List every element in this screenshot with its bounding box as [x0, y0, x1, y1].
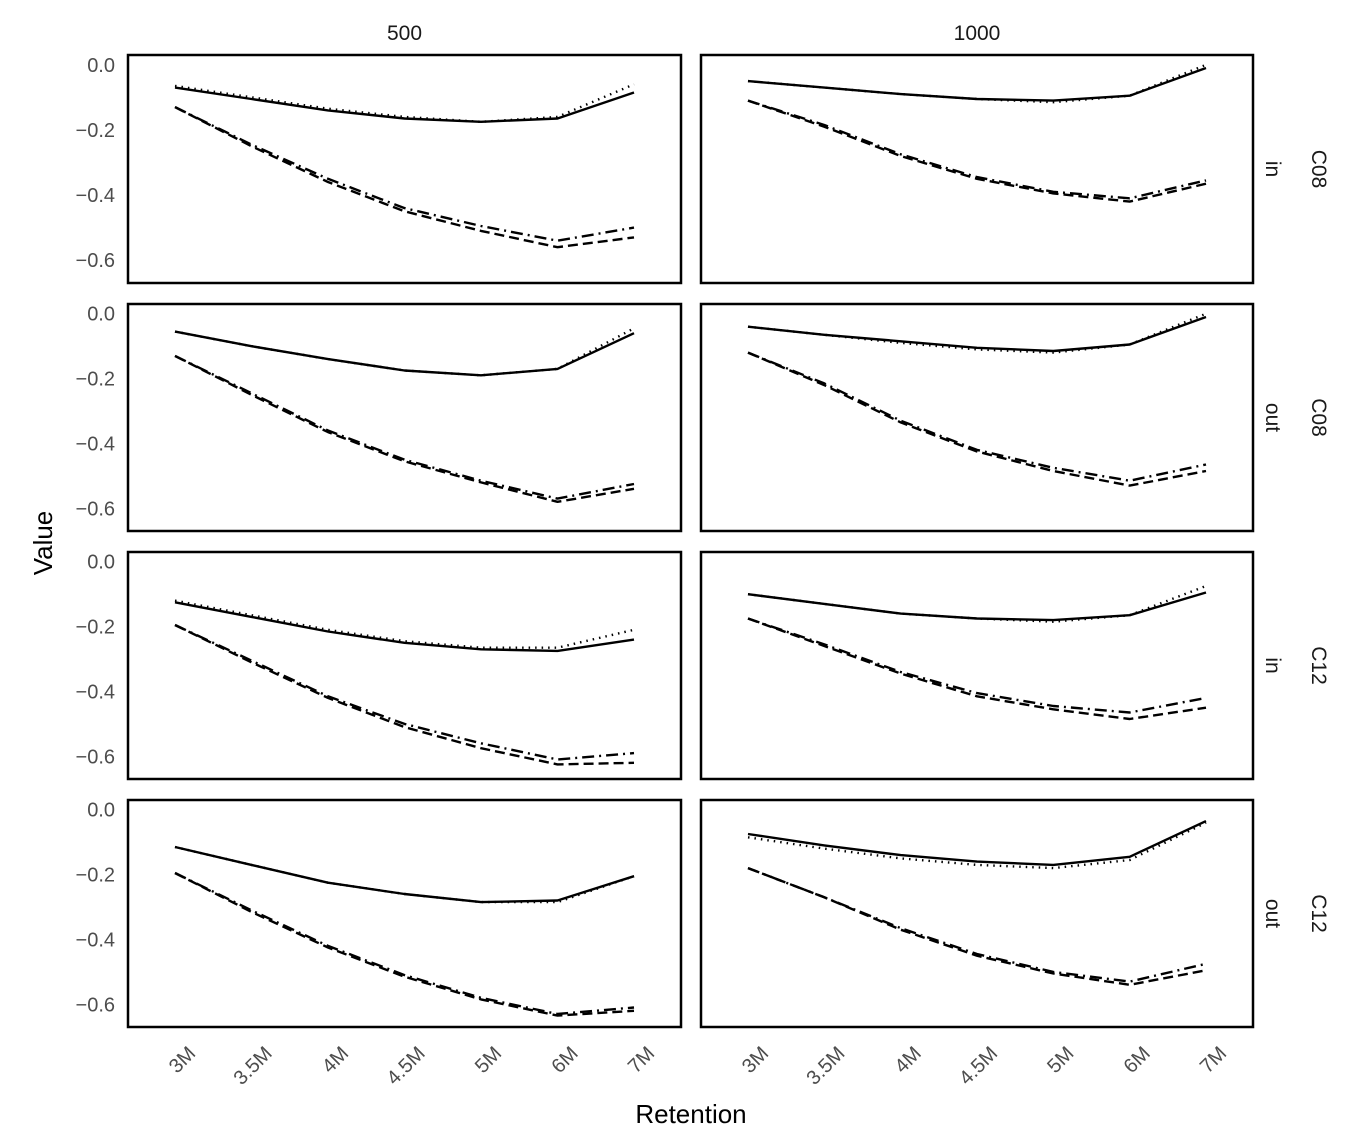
y-tick-label: 0.0 — [87, 55, 115, 77]
y-tick-label: −0.6 — [76, 250, 115, 272]
panel-frame — [699, 53, 1255, 285]
panel-frame — [126, 53, 683, 285]
series-line-solid — [747, 820, 1207, 867]
y-tick-label: −0.6 — [76, 498, 115, 520]
y-tick-label: −0.2 — [76, 617, 115, 639]
x-axis-title: Retention — [635, 1099, 746, 1129]
series-line-dashdot — [747, 351, 1207, 482]
row-strip-type: C08 — [1307, 398, 1330, 437]
series-line-dashdot — [747, 99, 1207, 200]
y-tick-label: −0.4 — [76, 185, 115, 207]
y-tick-label: −0.2 — [76, 865, 115, 887]
y-tick-label: 0.0 — [87, 800, 115, 822]
series-line-dashdot — [174, 871, 635, 1016]
strip-labels: 500 1000 in C08 out C08 in C12 out C12 — [387, 22, 1330, 933]
series-line-solid — [174, 601, 635, 653]
x-tick-label: 6M — [1120, 1043, 1155, 1078]
panel-frame — [699, 798, 1255, 1029]
panel-frame — [126, 550, 683, 781]
x-tick-label: 4M — [891, 1043, 926, 1078]
x-tick-label: 7M — [624, 1043, 659, 1078]
panel-500-C12-in — [126, 550, 683, 781]
y-tick-label: −0.6 — [76, 746, 115, 768]
x-tick-label: 7M — [1196, 1043, 1231, 1078]
series-line-dashed — [747, 99, 1207, 203]
series-line-dashed — [747, 351, 1207, 487]
series-line-dashed — [747, 617, 1207, 721]
series-line-dotted — [747, 821, 1207, 870]
series-line-dashed — [174, 871, 635, 1017]
x-tick-label: 6M — [547, 1043, 582, 1078]
panel-500-C08-in — [126, 53, 683, 285]
series-line-dotted — [174, 599, 635, 649]
panels-layer — [126, 53, 1255, 1029]
column-strip-label: 1000 — [954, 22, 1001, 45]
y-tick-label: 0.0 — [87, 552, 115, 574]
axis-labels: 0.0 −0.2 −0.4 −0.6 0.0 −0.2 −0.4 −0.6 0.0 −0.2 −0.… — [76, 55, 1232, 1090]
series-line-solid — [747, 66, 1207, 102]
panel-frame — [126, 798, 683, 1029]
row-strip-dir: in — [1261, 657, 1284, 673]
series-line-dashed — [747, 866, 1207, 986]
series-line-dashed — [174, 623, 635, 766]
series-line-dashdot — [174, 354, 635, 500]
x-tick-label: 5M — [471, 1043, 506, 1078]
row-strip-type: C08 — [1307, 150, 1330, 189]
y-tick-label: −0.4 — [76, 681, 115, 703]
series-line-dashdot — [747, 866, 1207, 983]
panel-1000-C12-in — [699, 550, 1255, 781]
row-strip-dir: out — [1261, 403, 1284, 432]
series-line-dashed — [174, 354, 635, 503]
y-axis-title: Value — [28, 511, 58, 576]
panel-frame — [126, 302, 683, 533]
series-line-solid — [174, 86, 635, 124]
row-strip-type: C12 — [1307, 894, 1330, 933]
series-line-solid — [747, 591, 1207, 622]
x-tick-label: 3M — [165, 1043, 200, 1078]
x-tick-label: 3.5M — [230, 1043, 277, 1090]
panel-1000-C08-in — [699, 53, 1255, 285]
row-strip-dir: in — [1261, 161, 1284, 177]
x-tick-label: 4.5M — [383, 1043, 430, 1090]
panel-1000-C12-out — [699, 798, 1255, 1029]
row-strip-type: C12 — [1307, 646, 1330, 685]
panel-frame — [699, 550, 1255, 781]
series-line-dotted — [174, 327, 635, 377]
series-line-dotted — [174, 83, 635, 124]
series-line-dotted — [174, 845, 635, 904]
y-tick-label: −0.6 — [76, 994, 115, 1016]
x-tick-label: 4M — [318, 1043, 353, 1078]
series-line-dashed — [174, 106, 635, 249]
panel-500-C08-out — [126, 302, 683, 533]
y-tick-label: −0.2 — [76, 369, 115, 391]
x-tick-label: 3.5M — [802, 1043, 849, 1090]
panel-1000-C08-out — [699, 302, 1255, 533]
series-line-dashdot — [174, 623, 635, 761]
x-tick-label: 3M — [738, 1043, 773, 1078]
column-strip-label: 500 — [387, 22, 422, 45]
series-line-solid — [174, 330, 635, 377]
y-tick-label: −0.2 — [76, 120, 115, 142]
panel-frame — [699, 302, 1255, 533]
series-line-dotted — [747, 63, 1207, 104]
y-tick-label: 0.0 — [87, 304, 115, 326]
y-tick-label: −0.4 — [76, 929, 115, 951]
row-strip-dir: out — [1261, 899, 1284, 928]
y-tick-label: −0.4 — [76, 433, 115, 455]
series-line-dashdot — [174, 106, 635, 242]
x-tick-label: 4.5M — [955, 1043, 1002, 1090]
panel-500-C12-out — [126, 798, 683, 1029]
series-line-dashdot — [747, 617, 1207, 714]
series-line-solid — [747, 315, 1207, 353]
x-tick-label: 5M — [1043, 1043, 1078, 1078]
